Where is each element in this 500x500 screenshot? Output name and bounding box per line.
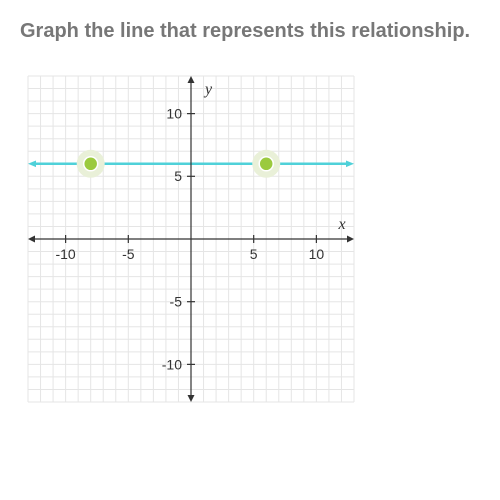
x-tick-label: -10 [55,246,75,262]
x-tick-label: 10 [309,246,325,262]
y-axis-label: y [203,81,213,98]
draggable-point[interactable] [84,157,98,171]
y-tick-label: -10 [162,356,182,372]
coordinate-graph[interactable]: -10 -5 5 10 -10 -5 5 10 x y [20,68,362,410]
x-tick-label: 5 [250,246,258,262]
x-axis-label: x [337,216,345,233]
x-tick-label: -5 [122,246,135,262]
y-tick-label: 10 [166,106,182,122]
draggable-point[interactable] [259,157,273,171]
y-tick-label: -5 [170,294,183,310]
prompt-text: Graph the line that represents this rela… [20,18,480,44]
y-tick-label: 5 [174,168,182,184]
